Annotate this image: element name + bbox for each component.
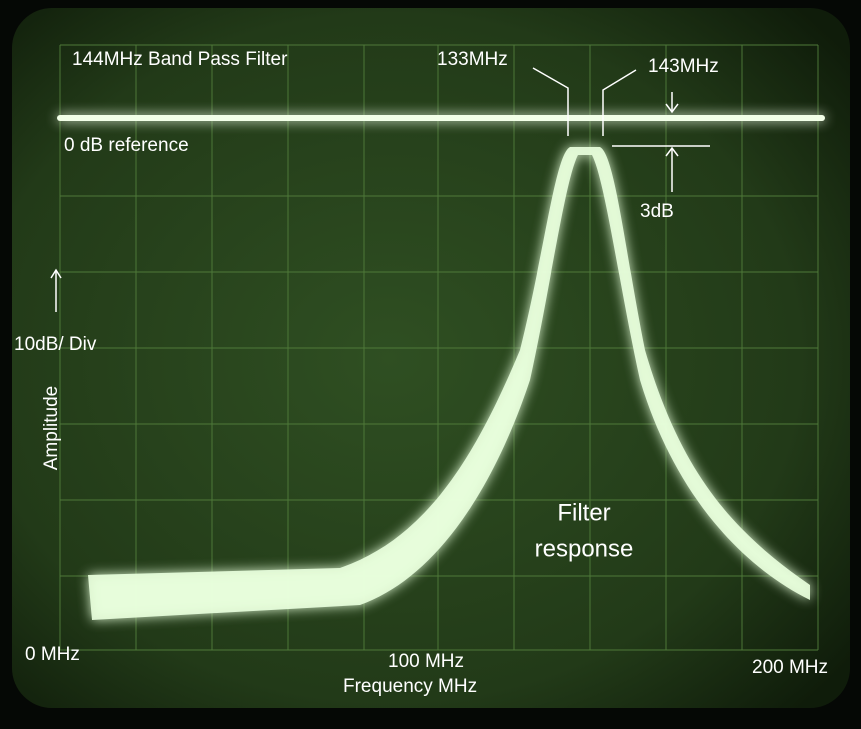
title: 144MHz Band Pass Filter bbox=[72, 49, 288, 70]
filter-response-trace bbox=[88, 147, 810, 620]
trace-label: response bbox=[535, 535, 634, 562]
x-mid-label: 100 MHz bbox=[388, 651, 464, 672]
x-axis-label: Frequency MHz bbox=[343, 676, 477, 697]
callouts bbox=[50, 67, 710, 312]
traces bbox=[57, 115, 825, 620]
reference-label: 0 dB reference bbox=[64, 135, 189, 156]
x-end-label: 200 MHz bbox=[752, 657, 828, 678]
upper-edge-label: 143MHz bbox=[648, 56, 719, 77]
trace-label: Filter bbox=[557, 499, 610, 526]
y-axis-label: Amplitude bbox=[41, 386, 62, 471]
screen bbox=[12, 8, 850, 708]
lower-edge-label: 133MHz bbox=[437, 49, 508, 70]
scale-label: 10dB/ Div bbox=[14, 334, 97, 355]
x-start-label: 0 MHz bbox=[25, 644, 80, 665]
ripple-label: 3dB bbox=[640, 201, 674, 222]
